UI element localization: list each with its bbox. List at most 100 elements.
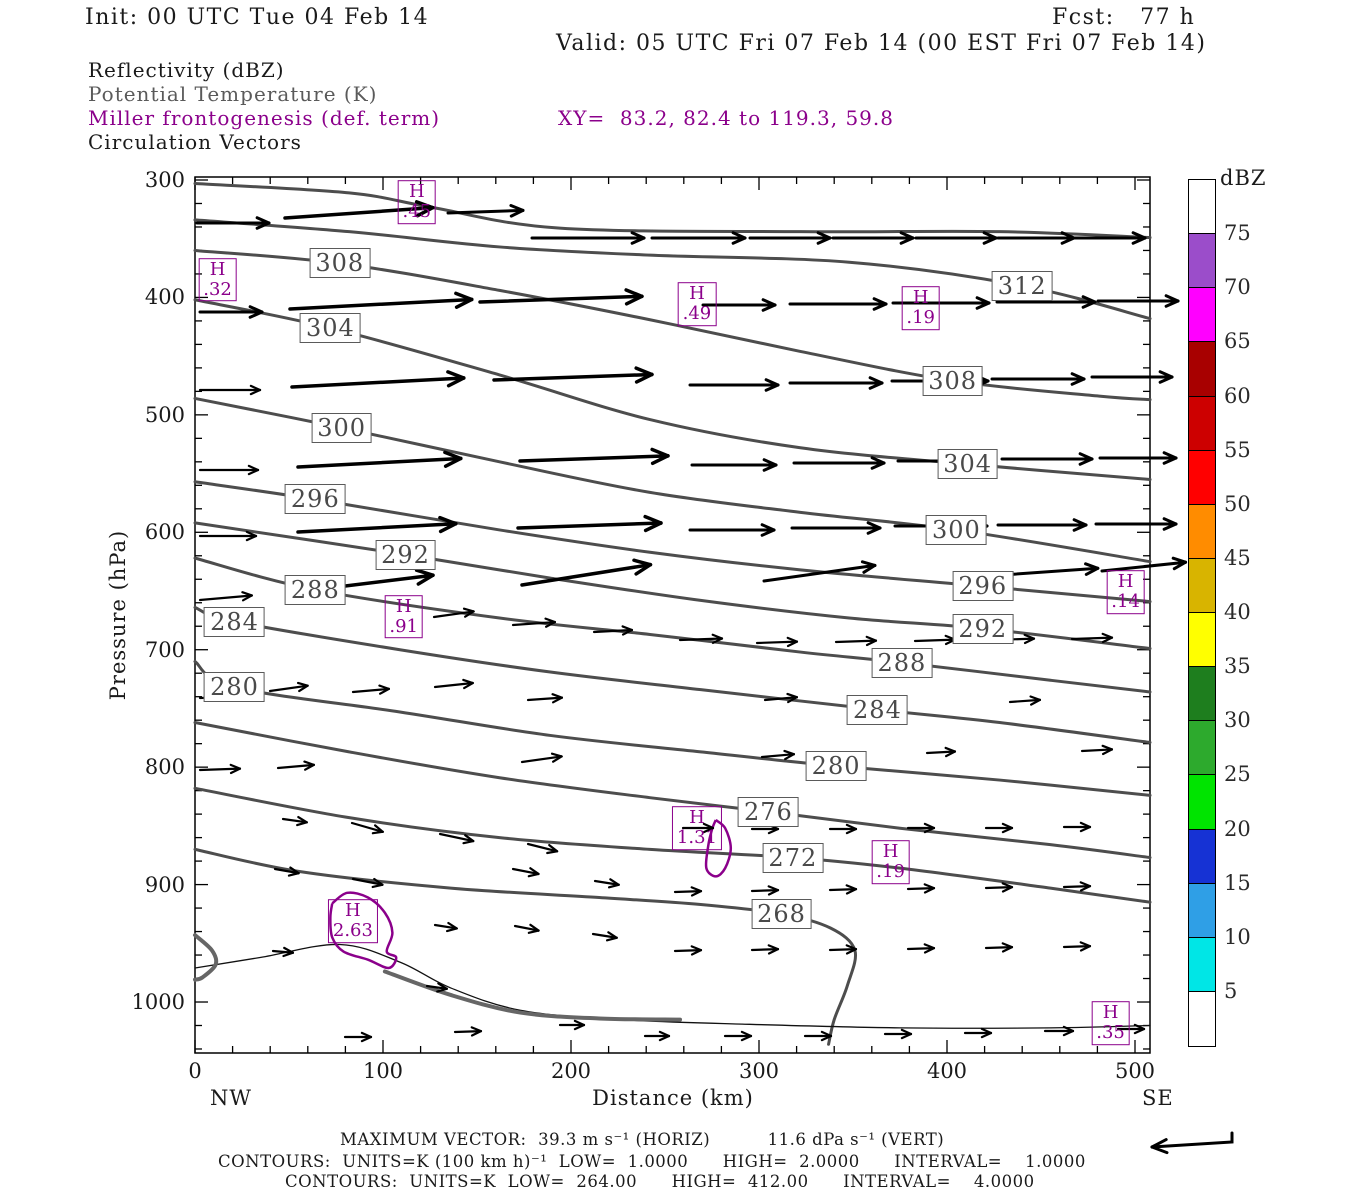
circulation-vector (996, 231, 1076, 245)
y-tick-label: 700 (144, 637, 185, 662)
circulation-vector (296, 515, 458, 534)
circulation-vector (891, 296, 991, 310)
colorbar-tick-label: 35 (1224, 654, 1251, 679)
circulation-vector (790, 521, 882, 535)
circulation-vector (350, 821, 384, 835)
frontogenesis-contour (329, 891, 398, 970)
circulation-vector (678, 633, 724, 645)
colorbar-block (1189, 937, 1215, 992)
colorbar-block (1189, 180, 1215, 235)
forecast-hour-label: Fcst: 77 h (1052, 5, 1196, 30)
circulation-vector (750, 823, 780, 835)
circulation-vector (558, 1019, 586, 1031)
circulation-vector (273, 866, 300, 877)
x-tick-label: 500 (1114, 1059, 1156, 1083)
circulation-vector (723, 1030, 753, 1042)
circulation-vector (520, 558, 653, 587)
theta-contour-264 (382, 969, 683, 1022)
circulation-vector (1090, 370, 1174, 384)
circulation-vector (513, 923, 540, 934)
circulation-vector (803, 1030, 833, 1042)
colorbar-tick-label: 65 (1224, 329, 1251, 354)
field-legend-item: Potential Temperature (K) (88, 82, 378, 106)
circulation-vector (492, 366, 654, 384)
circulation-vector (281, 815, 308, 827)
field-legend-item: Circulation Vectors (88, 130, 302, 154)
circulation-vector (688, 523, 776, 537)
circulation-vector (433, 921, 458, 933)
colorbar-tick-label: 40 (1224, 600, 1251, 624)
theta-contour-312 (193, 218, 1152, 321)
plot-frame (194, 176, 1151, 1054)
colorbar-tick-label: 45 (1224, 545, 1251, 570)
circulation-vector (1094, 517, 1178, 531)
x-tick-label: 300 (738, 1059, 780, 1083)
theta-contour-308 (193, 248, 1152, 402)
colorbar-block (1189, 883, 1215, 938)
colorbar-title: dBZ (1220, 166, 1267, 190)
circulation-vector (763, 692, 798, 704)
y-tick-label: 1000 (131, 990, 185, 1014)
colorbar-tick-label: 50 (1224, 491, 1251, 516)
circulation-vector (828, 944, 858, 955)
circulation-vector (478, 288, 644, 306)
field-legend-item: Reflectivity (dBZ) (88, 58, 285, 82)
circulation-vector (914, 231, 998, 245)
circulation-vector (198, 530, 258, 542)
circulation-vector (198, 591, 253, 602)
circulation-vector (906, 943, 936, 954)
colorbar-block (1189, 775, 1215, 830)
circulation-vector (530, 231, 646, 245)
circulation-vector (425, 982, 448, 993)
circulation-vector (906, 883, 936, 894)
theta-contour-276 (193, 721, 1152, 860)
circulation-vector (526, 842, 559, 855)
circulation-vector (688, 378, 780, 392)
x-tick-label: 0 (188, 1059, 202, 1083)
circulation-vector (446, 203, 525, 218)
circulation-vector (1062, 941, 1092, 952)
colorbar-tick-label: 55 (1224, 437, 1251, 462)
circulation-vector (198, 464, 260, 476)
circulation-vector (643, 1030, 671, 1042)
circulation-vector (1070, 632, 1114, 644)
circulation-vector (593, 878, 620, 889)
colorbar-block (1189, 991, 1215, 1046)
circulation-vector (650, 231, 747, 245)
colorbar-tick-label: 75 (1224, 221, 1251, 246)
circulation-vector (520, 752, 563, 764)
circulation-vector (296, 450, 463, 469)
max-vector-reference-arrow (1150, 1131, 1234, 1149)
circulation-vector (681, 822, 715, 834)
theta-contour-272 (193, 786, 1152, 904)
circulation-vector (351, 684, 390, 695)
circulation-vector (984, 822, 1014, 834)
circulation-vector (526, 693, 564, 704)
circulation-vector (432, 607, 475, 619)
circulation-vector (195, 216, 271, 230)
colorbar-tick-label: 15 (1224, 870, 1251, 895)
circulation-vector (1062, 881, 1092, 892)
colorbar-block (1189, 396, 1215, 451)
circulation-vector (788, 376, 884, 390)
y-axis-title: Pressure (hPa) (106, 529, 130, 701)
theta-contour-300 (193, 396, 1152, 564)
circulation-vector (828, 884, 858, 895)
circulation-vector (1062, 821, 1092, 833)
y-tick-label: 400 (144, 285, 185, 310)
circulation-vector (788, 297, 888, 311)
circulation-vector (984, 882, 1014, 893)
theta-contour-264 (194, 943, 1151, 1029)
circulation-vector (1073, 231, 1147, 245)
colorbar-tick-label: 10 (1224, 924, 1251, 949)
y-tick-label: 900 (144, 872, 185, 897)
colorbar-tick-label: 20 (1224, 816, 1251, 841)
y-tick-label: 300 (144, 168, 185, 192)
circulation-vector (511, 617, 556, 628)
circulation-vector (1043, 1025, 1075, 1037)
circulation-vector (996, 518, 1088, 532)
colorbar-block (1189, 558, 1215, 613)
valid-time-label: Valid: 05 UTC Fri 07 Feb 14 (00 EST Fri … (556, 31, 1207, 56)
circulation-vector (701, 298, 777, 312)
